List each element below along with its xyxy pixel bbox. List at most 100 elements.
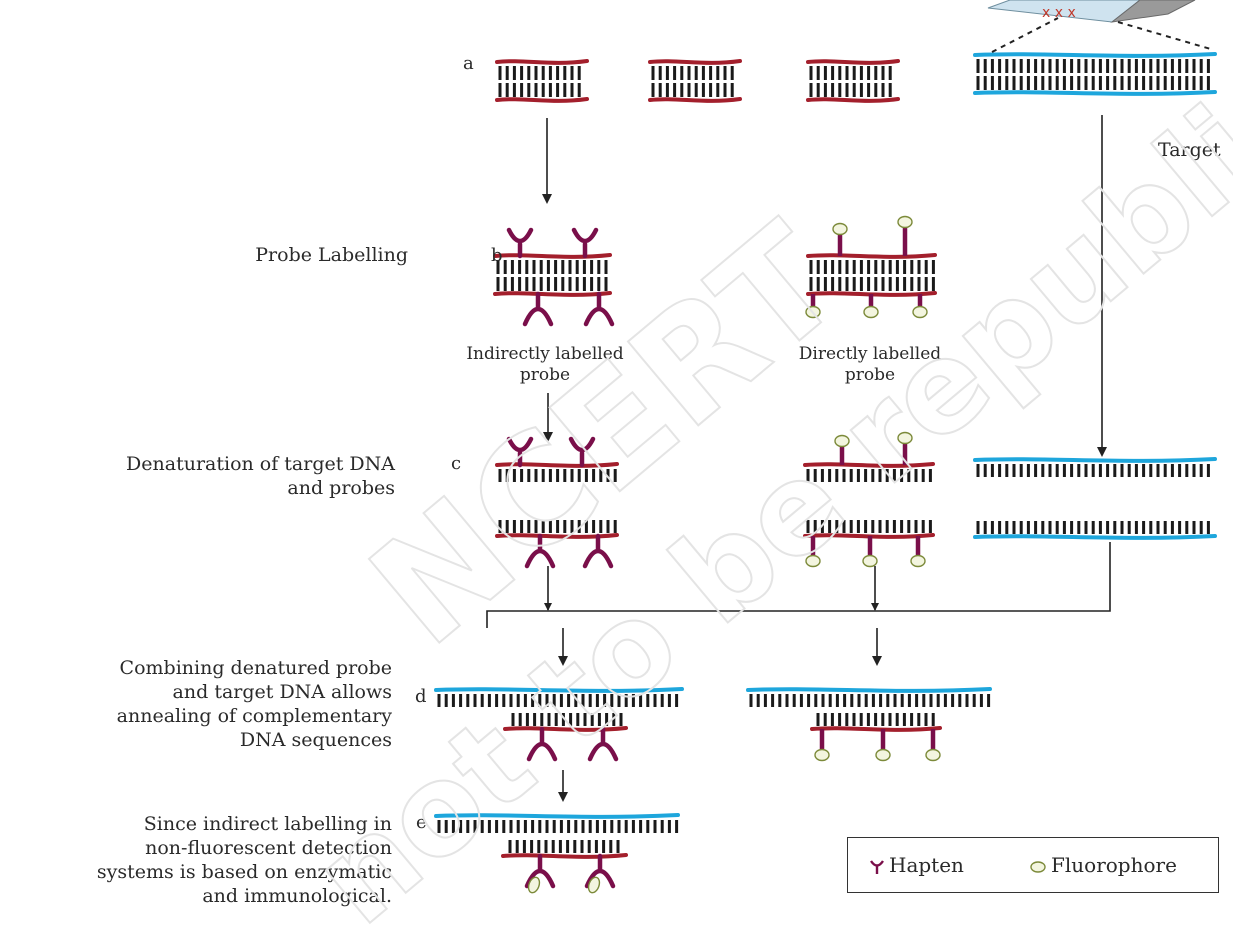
probe-duplex-1-bottom-strand	[495, 97, 589, 103]
legend-box: Hapten Fluorophore	[847, 837, 1219, 893]
d-target-strand-right	[746, 687, 992, 693]
target-duplex-bases-top	[976, 59, 1210, 73]
e-probe-bases	[508, 840, 620, 853]
annealed-indirect	[434, 687, 684, 762]
combining-label-line4: DNA sequences	[239, 729, 392, 751]
direct-probe-duplex-top-strand	[806, 253, 937, 259]
direct-single-bases-bottom	[806, 520, 932, 533]
indirect-detection	[434, 813, 680, 894]
denaturation-label-line2: and probes	[287, 477, 395, 499]
indirect-label-line2: non-fluorescent detection	[145, 837, 392, 859]
c-fluorophore-top-2	[897, 431, 913, 445]
step-d-label: d	[415, 686, 427, 707]
denatured-target	[973, 457, 1217, 540]
zoom-line-left	[991, 17, 1059, 53]
target-duplex-top-strand	[973, 52, 1217, 58]
probe-duplex-3-bottom-strand	[806, 97, 900, 103]
fluorophore-bottom-3	[912, 305, 928, 319]
c-hapten-top-1	[506, 436, 534, 468]
d-target-strand-left	[434, 687, 684, 693]
denatured-indirect-probe	[495, 436, 619, 569]
d-probe-bases-left	[511, 713, 623, 726]
indirect-probe-duplex-bases-bottom	[496, 277, 608, 291]
fluorophore-icon	[1030, 861, 1046, 873]
hapten-icon	[870, 860, 884, 874]
chromosome-marks: x x x	[1042, 5, 1076, 21]
denatured-direct-probe	[803, 431, 935, 568]
target-single-bases-bottom	[976, 521, 1210, 534]
indirectly-labelled-probe	[493, 227, 615, 327]
step-a-label: a	[463, 53, 474, 74]
hapten-bottom-1	[522, 291, 554, 327]
probe-duplex-2-bases-top	[651, 66, 734, 80]
indirect-single-strand-top	[495, 462, 619, 468]
indirect-label-line1: Since indirect labelling in	[143, 813, 392, 835]
merge-connector-line	[486, 542, 1111, 628]
indirect-probe-caption-line1: Indirectly labelled	[466, 344, 624, 364]
direct-single-strand-top	[803, 462, 935, 468]
c-fluorophore-bottom-2	[862, 554, 878, 568]
target-caption: Target	[1158, 139, 1221, 161]
direct-probe-duplex-bases-top	[809, 260, 935, 274]
combining-label-line1: Combining denatured probe	[119, 657, 392, 679]
microscope-slide-icon: x x x	[987, 0, 1215, 53]
annealed-direct	[746, 687, 992, 762]
direct-single-bases-top	[806, 469, 932, 482]
d-probe-strand-right	[810, 726, 942, 732]
indirect-probe-duplex-bottom-strand	[493, 291, 612, 297]
indirect-probe-caption-line2: probe	[519, 365, 571, 385]
combining-label-line2: and target DNA allows	[172, 681, 392, 703]
denaturation-label-line1: Denaturation of target DNA	[126, 453, 395, 475]
c-hapten-bottom-1	[524, 533, 556, 569]
e-hapten-2-fluorophore	[587, 876, 601, 894]
direct-probe-duplex-bases-bottom	[809, 277, 935, 291]
e-probe-strand	[501, 853, 628, 859]
indirect-single-strand-bottom	[495, 533, 619, 539]
direct-probe-caption-line1: Directly labelled	[798, 344, 942, 364]
hapten-top-1	[506, 227, 534, 259]
slide-glass	[987, 0, 1141, 23]
probe-duplex-3-top-strand	[806, 59, 900, 65]
zoom-line-right	[1117, 21, 1215, 51]
d-hapten-1	[526, 726, 558, 762]
legend-hapten-label: Hapten	[889, 853, 964, 877]
d-target-bases-left	[437, 694, 679, 707]
legend-fluorophore-label: Fluorophore	[1051, 853, 1177, 877]
slide-frosted-end	[1110, 0, 1196, 23]
step-b-label: b	[491, 245, 503, 266]
step-e-label: e	[416, 812, 427, 833]
hapten-bottom-2	[583, 291, 615, 327]
indirect-probe-duplex-top-strand	[493, 253, 612, 259]
row-a-probes	[495, 59, 900, 103]
e-hapten-1	[524, 853, 556, 889]
d-probe-bases-right	[816, 713, 935, 726]
e-target-strand	[434, 813, 680, 819]
d-fluorophore-2	[875, 748, 891, 762]
e-hapten-2	[584, 853, 616, 889]
c-fluorophore-top-1	[834, 434, 850, 448]
target-duplex-bases-bottom	[976, 76, 1210, 90]
c-fluorophore-bottom-1	[805, 554, 821, 568]
fluorophore-bottom-1	[805, 305, 821, 319]
d-target-bases-right	[749, 694, 991, 707]
direct-probe-caption-line2: probe	[844, 365, 896, 385]
probe-duplex-3-bases-top	[809, 66, 892, 80]
probe-duplex-2-bases-bottom	[651, 83, 734, 97]
probe-labelling-label: Probe Labelling	[255, 244, 408, 266]
probe-duplex-2-bottom-strand	[648, 97, 742, 103]
probe-duplex-1-bases-top	[498, 66, 581, 80]
target-dna-duplex	[973, 52, 1217, 96]
target-single-strand-top	[973, 457, 1217, 463]
indirect-label-line4: and immunological.	[202, 885, 392, 907]
target-duplex-bottom-strand	[973, 90, 1217, 96]
probe-duplex-2-top-strand	[648, 59, 742, 65]
indirect-label-line3: systems is based on enzymatic	[96, 861, 392, 883]
d-fluorophore-1	[814, 748, 830, 762]
d-probe-strand-left	[503, 726, 628, 732]
fluorophore-top-2	[897, 215, 913, 229]
c-hapten-bottom-2	[582, 533, 614, 569]
target-single-strand-bottom	[973, 534, 1217, 540]
c-hapten-top-2	[568, 436, 596, 468]
hapten-top-2	[571, 227, 599, 259]
